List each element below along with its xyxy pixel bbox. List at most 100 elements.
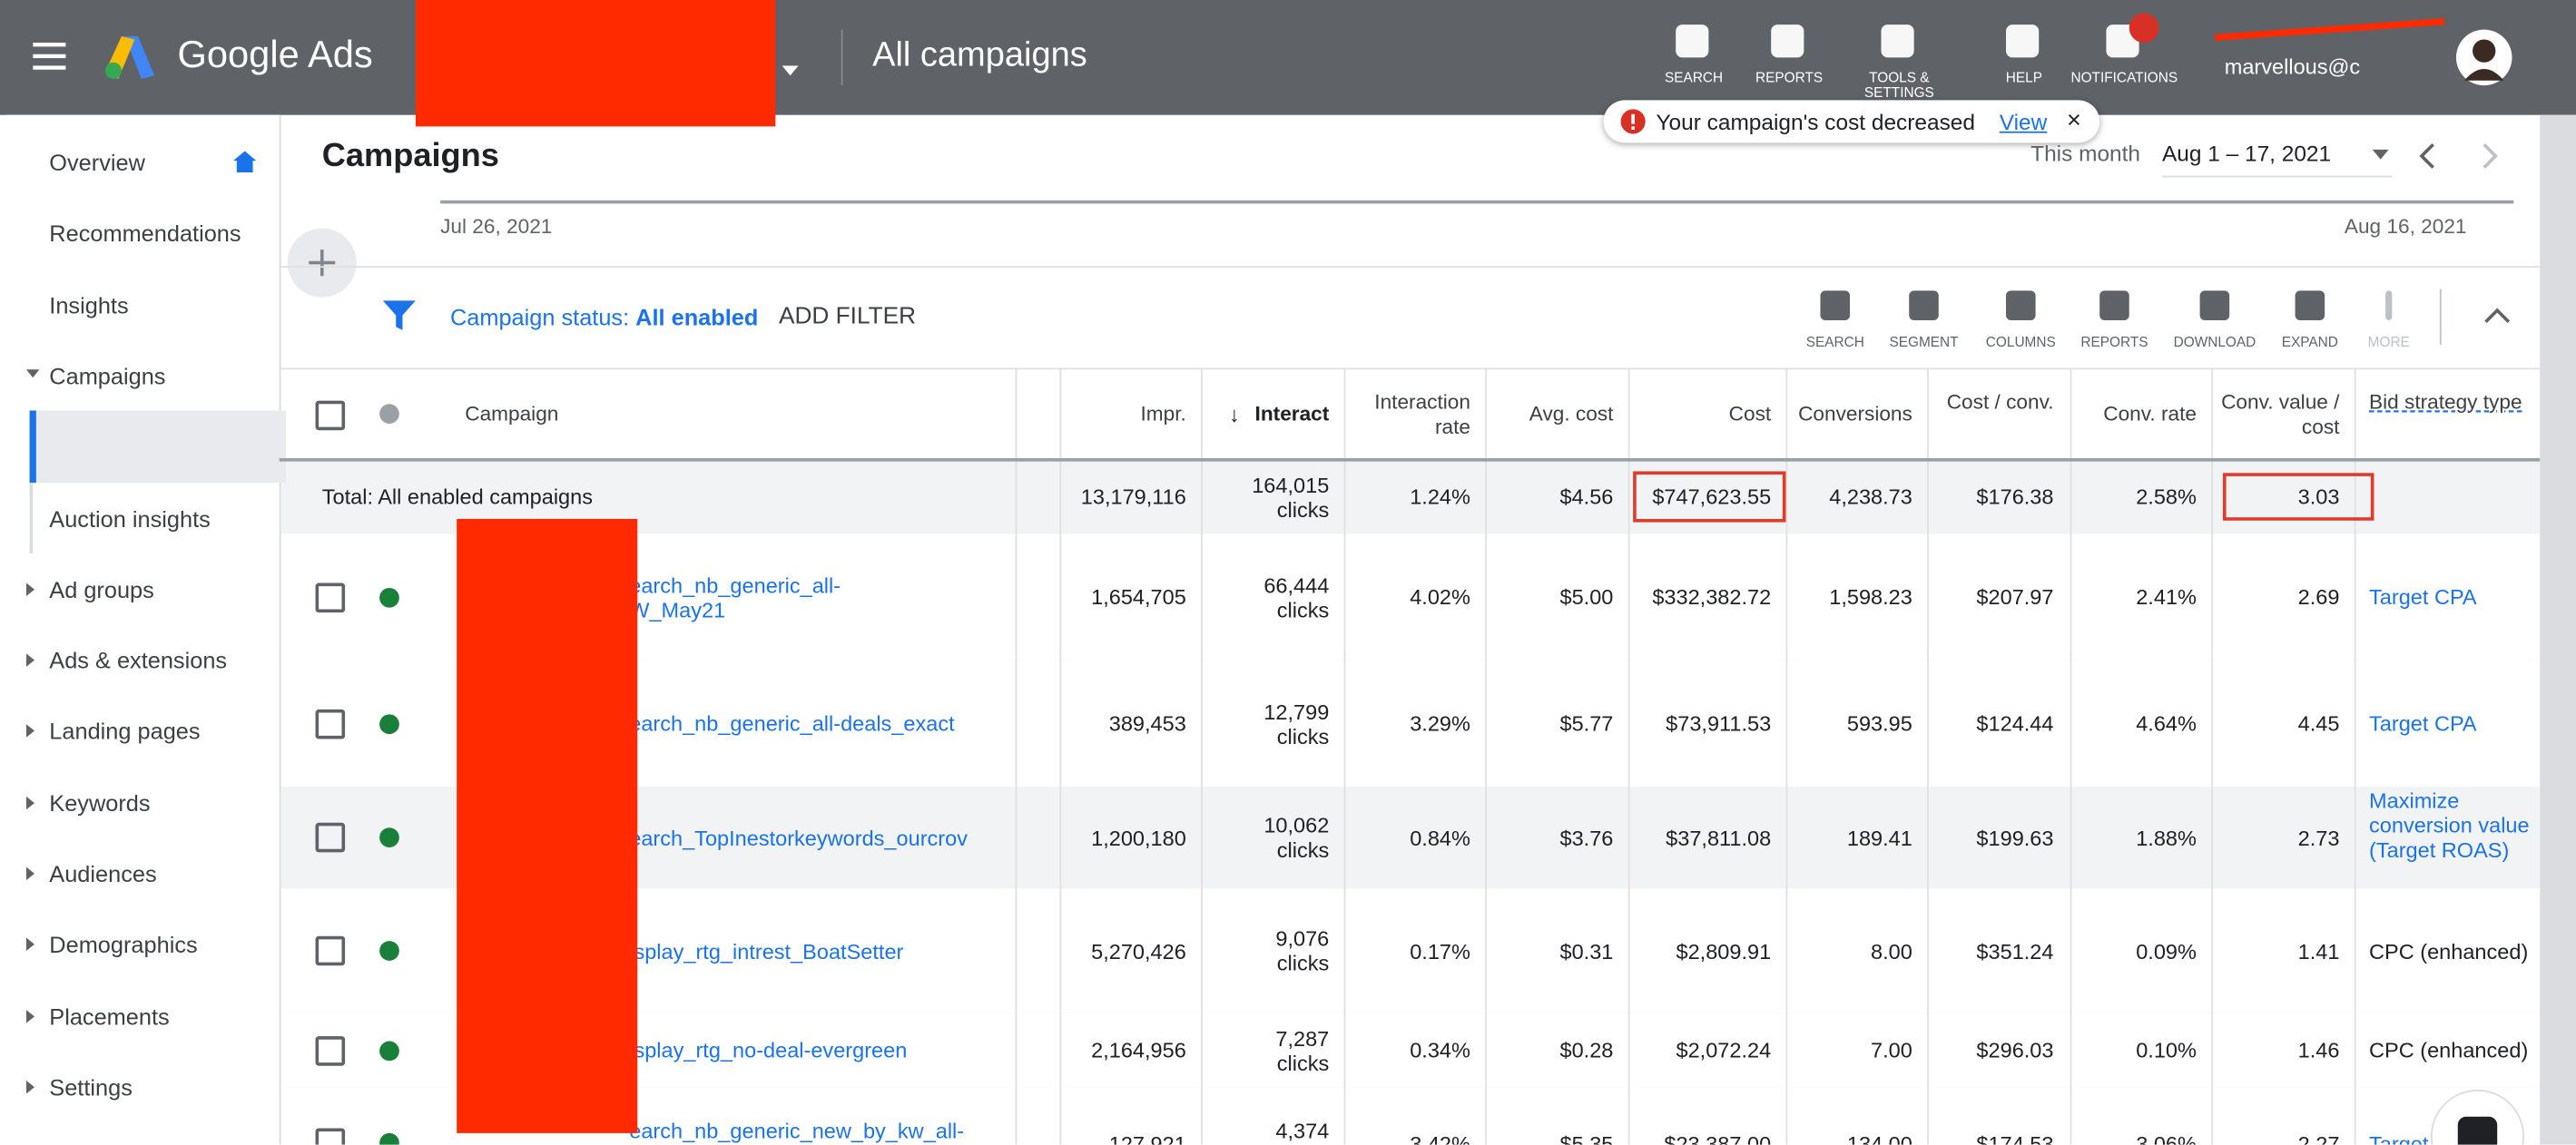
tool-icon[interactable] [2295, 290, 2325, 320]
campaign-name[interactable]: earch_nb_generic_all-deals_exact [629, 711, 1023, 736]
table-cell: $2,072.24 [1676, 1037, 1772, 1063]
campaign-name[interactable]: isplay_rtg_intrest_BoatSetter [629, 938, 1023, 963]
status-dot [379, 587, 399, 607]
nav-label[interactable]: NOTIFICATIONS [2070, 69, 2178, 86]
tool-label[interactable]: DOWNLOAD [2173, 333, 2256, 350]
tool-icon[interactable] [2199, 290, 2230, 320]
expand-arrow[interactable] [25, 653, 35, 668]
table-cell[interactable]: Target CPA [2369, 710, 2477, 736]
tool-icon[interactable] [2006, 290, 2036, 320]
table-cell[interactable]: Target CPA [2369, 584, 2477, 610]
expand-arrow[interactable] [25, 938, 35, 952]
nav-icon[interactable] [1881, 24, 1914, 58]
filter-icon[interactable] [382, 300, 416, 330]
checkbox[interactable] [315, 1128, 346, 1145]
expand-arrow[interactable] [25, 1080, 35, 1094]
sidebar-item[interactable]: Ad groups [49, 575, 154, 602]
campaign-name[interactable]: isplay_rtg_no-deal-evergreen [629, 1038, 1023, 1062]
sidebar-item[interactable]: Insights [49, 291, 129, 318]
avatar[interactable] [2454, 28, 2513, 87]
table-cell: $4.56 [1559, 484, 1614, 510]
sidebar-item[interactable]: Settings [49, 1073, 133, 1101]
column-header[interactable]: Interaction rate [1374, 390, 1470, 439]
sidebar-item[interactable]: Auction insights [49, 504, 211, 532]
tool-label[interactable]: REPORTS [2080, 333, 2148, 350]
sidebar-item[interactable]: Keywords [49, 789, 151, 817]
tool-icon[interactable] [1909, 290, 1939, 320]
sidebar-item[interactable]: Campaigns [49, 362, 166, 389]
nav-label[interactable]: SEARCH [1665, 69, 1724, 86]
tool-label[interactable]: SEARCH [1805, 333, 1864, 350]
checkbox[interactable] [315, 822, 346, 853]
campaign-name[interactable]: earch_nb_generic_new_by_kw_all-deals [629, 1119, 1023, 1145]
checkbox[interactable] [315, 582, 346, 612]
tool-label[interactable]: SEGMENT [1889, 333, 1959, 350]
sidebar-item[interactable]: Ads & extensions [49, 647, 228, 674]
column-header[interactable]: Conv. rate [2103, 402, 2197, 426]
filter[interactable]: Campaign status: All enabled [450, 304, 758, 330]
tool-label[interactable]: EXPAND [2281, 333, 2338, 350]
date-dropdown[interactable] [2372, 149, 2389, 160]
cell-line: clicks [1276, 723, 1330, 749]
sidebar-item[interactable]: Landing pages [49, 718, 201, 745]
campaign-name[interactable]: earch_nb_generic_all- W_May21 [629, 572, 1023, 621]
checkbox[interactable] [315, 935, 346, 966]
collapse[interactable] [2484, 307, 2511, 324]
table-row [279, 786, 2541, 891]
dropdown[interactable] [782, 65, 799, 76]
table-cell[interactable]: CPC (enhanced) [2369, 938, 2529, 964]
expand-arrow[interactable] [25, 866, 35, 881]
nav-label[interactable]: REPORTS [1755, 69, 1824, 86]
table-cell[interactable]: Target [2369, 1130, 2429, 1145]
column-header[interactable]: Avg. cost [1529, 402, 1614, 426]
checkbox[interactable] [315, 400, 346, 431]
redaction [457, 518, 638, 1133]
expand-arrow[interactable] [25, 1009, 35, 1023]
column-header[interactable]: Conversions [1798, 402, 1912, 426]
assistant-button[interactable] [2428, 1087, 2527, 1145]
tool-icon[interactable] [2099, 290, 2129, 320]
date-arrows[interactable] [2415, 142, 2507, 171]
checkbox[interactable] [315, 709, 346, 739]
table-cell: 3.03 [2297, 484, 2340, 510]
expand-arrow[interactable] [25, 724, 35, 739]
tool-icon[interactable] [2385, 290, 2393, 320]
table-cell[interactable]: Maximize conversion value (Target ROAS) [2369, 788, 2530, 863]
expand-arrow[interactable] [25, 369, 40, 378]
nav-icon[interactable] [1771, 24, 1804, 58]
column-header[interactable]: Cost [1728, 402, 1772, 426]
sidebar-item[interactable]: Overview [49, 149, 145, 176]
sidebar-item[interactable]: Recommendations [49, 220, 241, 248]
column-header[interactable]: Cost / conv. [1946, 390, 2054, 415]
table-cell: 127,921 [1108, 1130, 1186, 1145]
nav-label[interactable]: TOOLS & SETTINGS [1863, 69, 1934, 101]
date-range[interactable]: Aug 1 – 17, 2021 [2161, 142, 2393, 178]
menu-icon[interactable] [33, 41, 69, 71]
checkbox[interactable] [315, 1035, 346, 1065]
column-header[interactable]: Interact [1254, 402, 1330, 426]
column-header[interactable]: Conv. value / cost [2221, 390, 2340, 439]
tool-icon[interactable] [1820, 290, 1851, 320]
top-bar: Google Ads All campaigns marvellous@c [0, 0, 2576, 127]
column-header[interactable]: Impr. [1140, 402, 1186, 426]
table-cell[interactable]: CPC (enhanced) [2369, 1037, 2529, 1063]
sidebar-item[interactable]: Demographics [49, 931, 198, 958]
table-cell: $0.28 [1559, 1037, 1614, 1063]
column-header[interactable]: Campaign [465, 402, 559, 426]
status-dot [379, 827, 399, 847]
campaign-name[interactable]: earch_TopInestorkeywords_ourcrov [629, 826, 1023, 850]
nav-label[interactable]: HELP [2005, 69, 2043, 86]
add-filter[interactable]: ADD FILTER [778, 303, 917, 330]
expand-arrow[interactable] [25, 582, 35, 596]
notification-link[interactable]: View [1999, 110, 2048, 135]
add-button[interactable] [286, 227, 359, 299]
nav-icon[interactable] [2006, 24, 2040, 58]
tool-label[interactable]: MORE [2367, 333, 2410, 350]
sidebar-item[interactable]: Placements [49, 1003, 170, 1030]
nav-icon[interactable] [1676, 24, 1709, 58]
tool-label[interactable]: COLUMNS [1985, 333, 2056, 350]
close[interactable]: × [2066, 106, 2081, 135]
column-header[interactable]: Bid strategy type [2369, 390, 2522, 415]
sidebar-item[interactable]: Audiences [49, 860, 157, 887]
expand-arrow[interactable] [25, 796, 35, 809]
